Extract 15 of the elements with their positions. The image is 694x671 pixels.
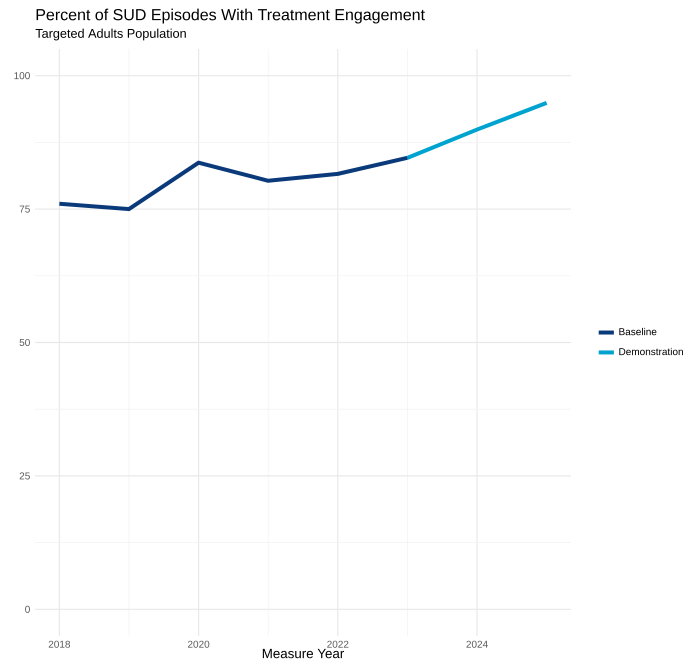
- x-tick-label: 2024: [466, 640, 488, 648]
- y-tick-label: 100: [14, 72, 30, 80]
- y-tick-label: 75: [20, 206, 30, 213]
- x-tick-label: 2018: [48, 640, 70, 648]
- line-series: [57, 156, 410, 212]
- chart-subtitle: Targeted Adults Population: [36, 28, 186, 40]
- chart-title: Percent of SUD Episodes With Treatment Engagement: [36, 8, 425, 24]
- x-tick-label: 2020: [188, 640, 210, 648]
- x-tick-label: 2022: [327, 640, 348, 648]
- y-tick-label: 50: [20, 338, 30, 346]
- legend-label: Baseline: [619, 328, 656, 336]
- legend-label: Demonstration: [619, 348, 683, 356]
- y-tick-label: 25: [20, 472, 30, 480]
- y-tick-label: 0: [25, 606, 30, 613]
- x-axis-title: Measure Year: [262, 648, 344, 658]
